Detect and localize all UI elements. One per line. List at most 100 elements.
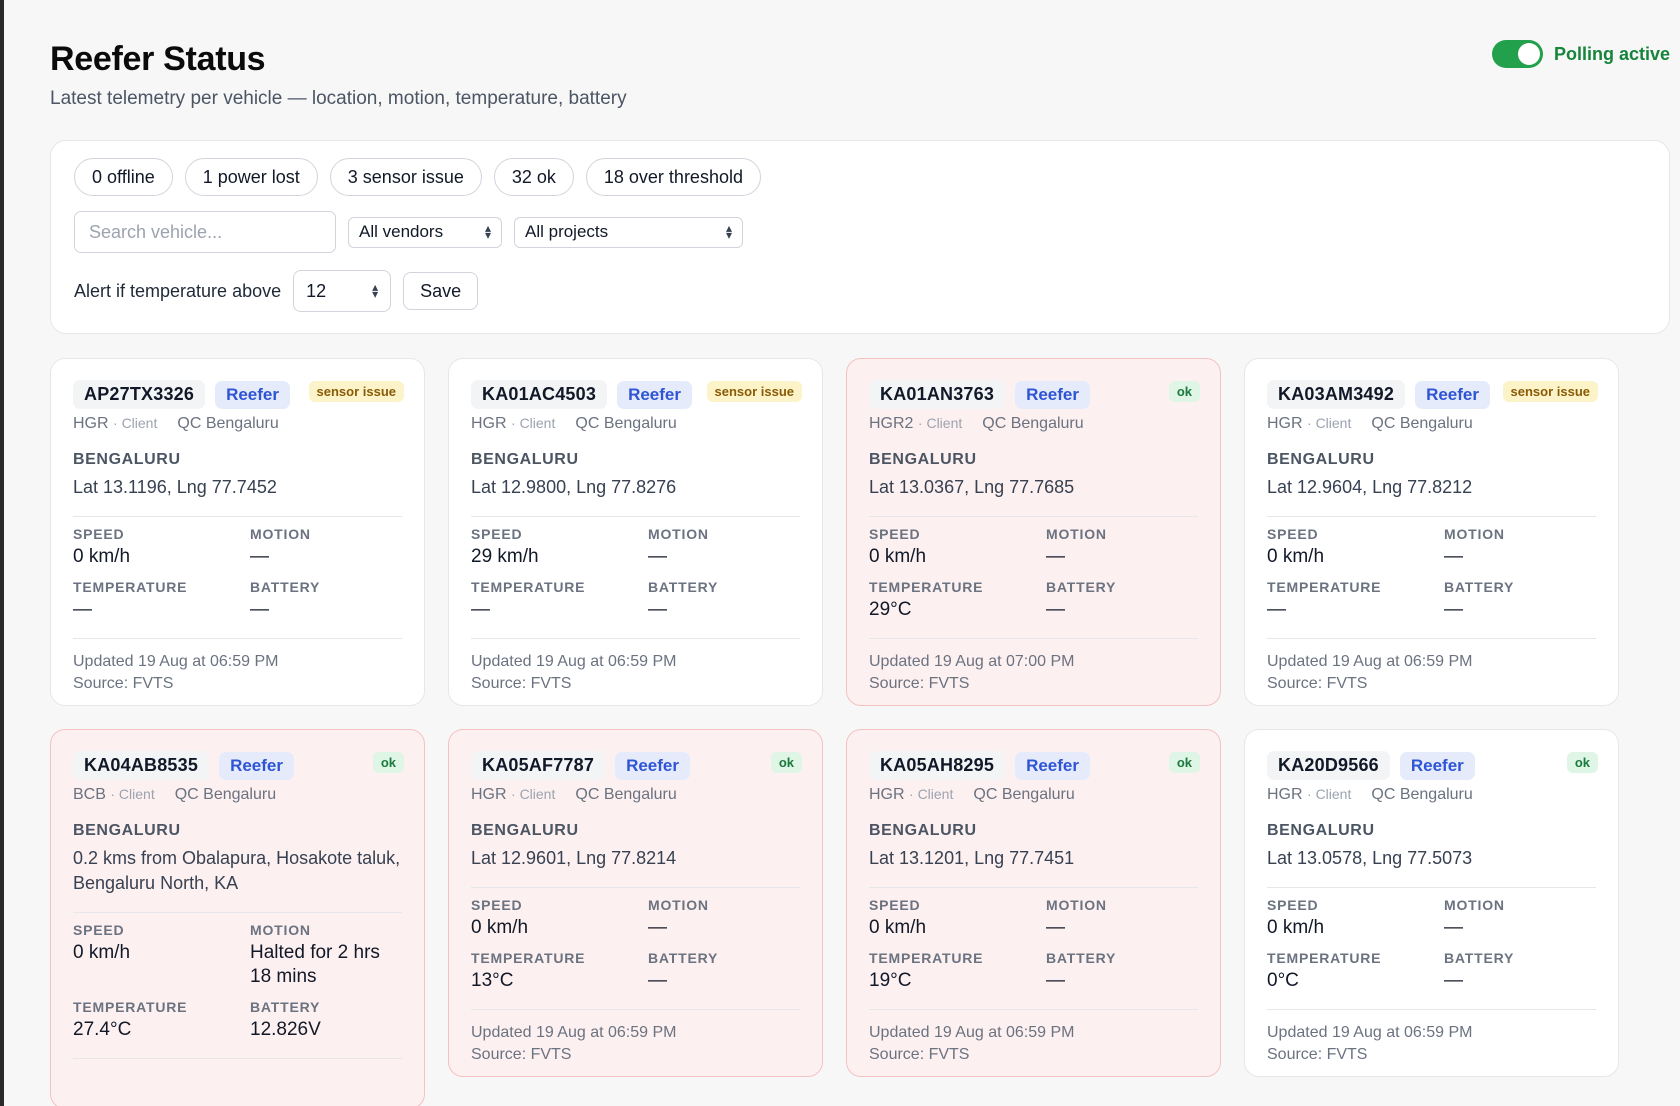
speed-value: 29 km/h	[471, 546, 539, 567]
vendor-label: HGR2 · Client	[869, 415, 962, 433]
vehicle-card[interactable]: KA01AC4503 Reefer sensor issue HGR · Cli…	[448, 358, 823, 706]
vehicle-plate: KA05AH8295	[869, 751, 1006, 780]
vehicle-card[interactable]: KA01AN3763 Reefer ok HGR2 · Client QC Be…	[846, 358, 1221, 706]
battery-label: BATTERY	[648, 950, 719, 966]
temperature-label: TEMPERATURE	[471, 579, 586, 595]
motion-label: MOTION	[648, 897, 709, 913]
vehicle-card[interactable]: KA20D9566 Reefer ok HGR · Client QC Beng…	[1244, 729, 1619, 1077]
battery-stat: BATTERY —	[648, 950, 800, 993]
motion-value: Halted for 2 hrs 18 mins	[250, 942, 380, 987]
temperature-label: TEMPERATURE	[471, 950, 586, 966]
divider	[869, 1009, 1198, 1010]
divider	[1267, 887, 1596, 888]
temperature-label: TEMPERATURE	[869, 950, 984, 966]
vehicle-plate: KA20D9566	[1267, 751, 1390, 780]
temperature-stat: TEMPERATURE 0°C	[1267, 950, 1444, 993]
vehicle-type-badge: Reefer	[215, 380, 290, 409]
role-label: · Client	[909, 786, 954, 802]
summary-pill-sensor-issue[interactable]: 3 sensor issue	[329, 158, 482, 196]
divider	[869, 638, 1198, 639]
updown-chevron-icon: ▴ ▾	[725, 221, 732, 242]
battery-label: BATTERY	[250, 579, 321, 595]
speed-label: SPEED	[73, 922, 125, 938]
motion-label: MOTION	[648, 526, 709, 542]
motion-stat: MOTION —	[1444, 897, 1596, 940]
vehicle-card[interactable]: KA04AB8535 Reefer ok BCB · Client QC Ben…	[50, 729, 425, 1106]
alert-row: Alert if temperature above 12 ▴ ▾ Save	[74, 270, 1646, 312]
source-label: Source: FVTS	[869, 675, 970, 692]
project-label: QC Bengaluru	[575, 786, 677, 803]
motion-stat: MOTION —	[1046, 526, 1198, 569]
status-badge: ok	[1168, 381, 1200, 402]
card-header: KA03AM3492 Reefer	[1267, 380, 1596, 409]
vehicle-card[interactable]: AP27TX3326 Reefer sensor issue HGR · Cli…	[50, 358, 425, 706]
speed-stat: SPEED 0 km/h	[1267, 526, 1444, 569]
role-label: · Client	[110, 786, 155, 802]
threshold-input[interactable]: 12 ▴ ▾	[293, 270, 392, 312]
temperature-value: 27.4°C	[73, 1019, 132, 1040]
motion-stat: MOTION —	[1444, 526, 1596, 569]
battery-label: BATTERY	[250, 999, 321, 1015]
threshold-value: 12	[306, 280, 327, 301]
temperature-stat: TEMPERATURE —	[471, 579, 648, 622]
save-button[interactable]: Save	[403, 272, 479, 310]
battery-stat: BATTERY 12.826V	[250, 999, 402, 1042]
source-label: Source: FVTS	[471, 675, 572, 692]
summary-pill-ok[interactable]: 32 ok	[493, 158, 574, 196]
battery-label: BATTERY	[648, 579, 719, 595]
summary-pill-over-threshold[interactable]: 18 over threshold	[585, 158, 761, 196]
stepper-icon[interactable]: ▴ ▾	[372, 280, 379, 301]
polling-toggle[interactable]: Polling active	[1491, 40, 1670, 68]
toggle-switch[interactable]	[1491, 40, 1543, 68]
vendor-select[interactable]: All vendors ▴ ▾	[348, 216, 502, 248]
updown-chevron-icon: ▴ ▾	[484, 221, 491, 242]
location-text: Lat 12.9800, Lng 77.8276	[471, 477, 677, 497]
vehicle-type-badge: Reefer	[617, 380, 692, 409]
vehicle-type-badge: Reefer	[219, 751, 294, 780]
updated-time: Updated 19 Aug at 06:59 PM	[1267, 653, 1473, 670]
updated-time: Updated 19 Aug at 07:00 PM	[869, 653, 1075, 670]
battery-stat: BATTERY —	[1046, 579, 1198, 622]
temperature-label: TEMPERATURE	[73, 999, 188, 1015]
speed-label: SPEED	[73, 526, 125, 542]
temperature-stat: TEMPERATURE 13°C	[471, 950, 648, 993]
summary-pill-offline[interactable]: 0 offline	[74, 158, 173, 196]
speed-label: SPEED	[869, 526, 921, 542]
project-label: QC Bengaluru	[1371, 786, 1473, 803]
vehicle-card[interactable]: KA03AM3492 Reefer sensor issue HGR · Cli…	[1244, 358, 1619, 706]
role-label: · Client	[511, 415, 556, 431]
project-label: QC Bengaluru	[982, 415, 1084, 432]
motion-stat: MOTION —	[648, 526, 800, 569]
project-select[interactable]: All projects ▴ ▾	[514, 216, 743, 248]
temperature-stat: TEMPERATURE —	[73, 579, 250, 622]
vendor-name: HGR	[471, 415, 507, 432]
temperature-value: 0°C	[1267, 970, 1299, 991]
vehicle-plate: KA04AB8535	[73, 751, 210, 780]
vehicle-meta: HGR · Client QC Bengaluru	[73, 415, 402, 433]
battery-value: —	[648, 970, 667, 991]
temperature-stat: TEMPERATURE 29°C	[869, 579, 1046, 622]
telemetry-stats: SPEED 0 km/h MOTION — TEMPERATURE 19°C B…	[869, 897, 1198, 993]
vehicle-card[interactable]: KA05AF7787 Reefer ok HGR · Client QC Ben…	[448, 729, 823, 1077]
search-input[interactable]	[74, 211, 336, 253]
speed-stat: SPEED 0 km/h	[73, 526, 250, 569]
role-label: · Client	[1307, 786, 1352, 802]
vehicle-card[interactable]: KA05AH8295 Reefer ok HGR · Client QC Ben…	[846, 729, 1221, 1077]
status-badge: ok	[1168, 752, 1200, 773]
speed-value: 0 km/h	[1267, 917, 1325, 938]
battery-value: —	[1444, 970, 1463, 991]
location-text: Lat 12.9601, Lng 77.8214	[471, 848, 677, 868]
divider	[73, 1058, 402, 1059]
vendor-label: BCB · Client	[73, 786, 155, 804]
location-text: Lat 13.0578, Lng 77.5073	[1267, 848, 1473, 868]
vehicle-meta: HGR · Client QC Bengaluru	[1267, 786, 1596, 804]
city-label: BENGALURU	[73, 822, 181, 839]
motion-stat: MOTION —	[648, 897, 800, 940]
summary-pill-power-lost[interactable]: 1 power lost	[184, 158, 318, 196]
temperature-stat: TEMPERATURE 27.4°C	[73, 999, 250, 1042]
temperature-label: TEMPERATURE	[73, 579, 188, 595]
source-label: Source: FVTS	[1267, 1046, 1368, 1063]
temperature-label: TEMPERATURE	[1267, 950, 1382, 966]
motion-value: —	[648, 917, 667, 938]
motion-label: MOTION	[1046, 897, 1107, 913]
